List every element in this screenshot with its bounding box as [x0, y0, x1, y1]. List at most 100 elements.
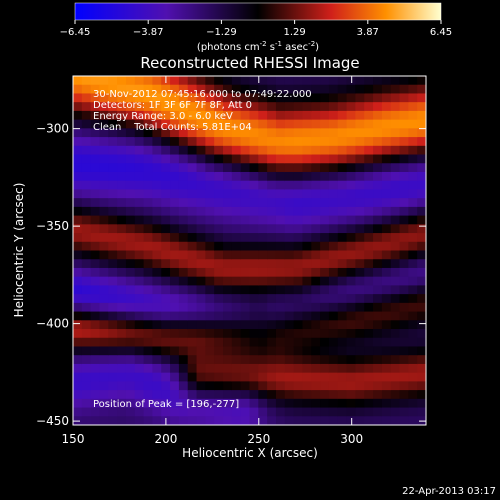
heatmap-cell [311, 198, 321, 208]
heatmap-cell [293, 250, 304, 260]
heatmap-cell [258, 102, 268, 112]
heatmap-cell [267, 206, 277, 217]
heatmap-cell [390, 381, 401, 391]
heatmap-cell [143, 110, 154, 121]
heatmap-cell [240, 390, 251, 400]
heatmap-cell [178, 84, 189, 95]
heatmap-cell [73, 390, 83, 400]
heatmap-cell [108, 311, 118, 321]
heatmap-cell [205, 329, 215, 339]
heatmap-cell [284, 224, 295, 234]
heatmap-cell [231, 110, 242, 121]
heatmap-cell [205, 180, 215, 191]
heatmap-cell [284, 163, 295, 173]
heatmap-cell [205, 189, 215, 199]
heatmap-cell [205, 320, 215, 330]
heatmap-cell [205, 102, 215, 112]
heatmap-cell [81, 180, 92, 191]
heatmap-cell [364, 372, 374, 382]
heatmap-cell [231, 363, 242, 374]
heatmap-cell [258, 372, 268, 382]
heatmap-cell [417, 285, 426, 295]
heatmap-cell [258, 337, 268, 348]
heatmap-cell [134, 206, 145, 217]
heatmap-cell [284, 390, 295, 400]
heatmap-cell [337, 276, 348, 286]
heatmap-cell [399, 407, 409, 417]
heatmap-cell [170, 276, 180, 286]
heatmap-cell [364, 154, 374, 164]
heatmap-cell [337, 154, 348, 164]
heatmap-cell [417, 320, 426, 330]
heatmap-cell [170, 128, 180, 138]
heatmap-cell [161, 355, 171, 365]
heatmap-cell [267, 337, 277, 348]
heatmap-cell [328, 346, 339, 356]
heatmap-cell [249, 171, 259, 182]
heatmap-cell [108, 363, 118, 374]
heatmap-cell [328, 390, 339, 400]
heatmap-cell [231, 311, 242, 321]
heatmap-cell [399, 163, 409, 173]
heatmap-cell [214, 381, 224, 391]
heatmap-cell [231, 233, 242, 243]
heatmap-cell [408, 180, 418, 191]
heatmap-cell [223, 163, 233, 173]
heatmap-cell [99, 294, 109, 304]
heatmap-cell [390, 320, 401, 330]
y-tick-label: −400 [36, 317, 69, 331]
heatmap-cell [108, 407, 118, 417]
heatmap-cell [73, 363, 83, 374]
heatmap-cell [196, 372, 206, 382]
heatmap-cell [73, 189, 83, 199]
heatmap-cell [346, 285, 356, 295]
heatmap-cell [99, 145, 109, 156]
heatmap-cell [205, 76, 215, 86]
heatmap-cell [73, 355, 83, 365]
heatmap-cell [125, 355, 136, 365]
heatmap-cell [205, 337, 215, 348]
heatmap-cell [152, 407, 162, 417]
heatmap-cell [240, 189, 251, 199]
heatmap-cell [364, 346, 374, 356]
heatmap-cell [355, 110, 365, 121]
heatmap-cell [178, 128, 189, 138]
heatmap-cell [108, 390, 118, 400]
heatmap-cell [134, 110, 145, 121]
heatmap-cell [205, 110, 215, 121]
heatmap-cell [408, 407, 418, 417]
heatmap-cell [223, 137, 233, 147]
heatmap-cell [99, 84, 109, 95]
heatmap-cell [90, 180, 101, 191]
heatmap-cell [390, 110, 401, 121]
heatmap-cell [275, 215, 286, 225]
heatmap-cell [161, 294, 171, 304]
heatmap-cell [161, 128, 171, 138]
heatmap-cell [293, 390, 304, 400]
heatmap-cell [108, 163, 118, 173]
heatmap-cell [73, 302, 83, 313]
heatmap-cell [381, 311, 392, 321]
heatmap-cell [231, 198, 242, 208]
heatmap-cell [223, 206, 233, 217]
heatmap-cell [267, 76, 277, 86]
heatmap-cell [125, 241, 136, 252]
heatmap-cell [117, 390, 127, 400]
heatmap-cell [258, 145, 268, 156]
heatmap-cell [293, 206, 304, 217]
heatmap-cell [284, 241, 295, 252]
heatmap-cell [90, 346, 101, 356]
heatmap-cell [258, 276, 268, 286]
heatmap-cell [399, 259, 409, 269]
heatmap-cell [178, 163, 189, 173]
colorbar-ticks: −6.45 −3.87 −1.29 1.29 3.87 6.45 [60, 20, 452, 38]
heatmap-cell [408, 154, 418, 164]
heatmap-cell [408, 285, 418, 295]
heatmap-cell [258, 381, 268, 391]
heatmap-cell [275, 381, 286, 391]
heatmap-cell [81, 189, 92, 199]
heatmap-cell [337, 171, 348, 182]
heatmap-cell [223, 110, 233, 121]
heatmap-cell [302, 250, 312, 260]
heatmap-cell [117, 233, 127, 243]
